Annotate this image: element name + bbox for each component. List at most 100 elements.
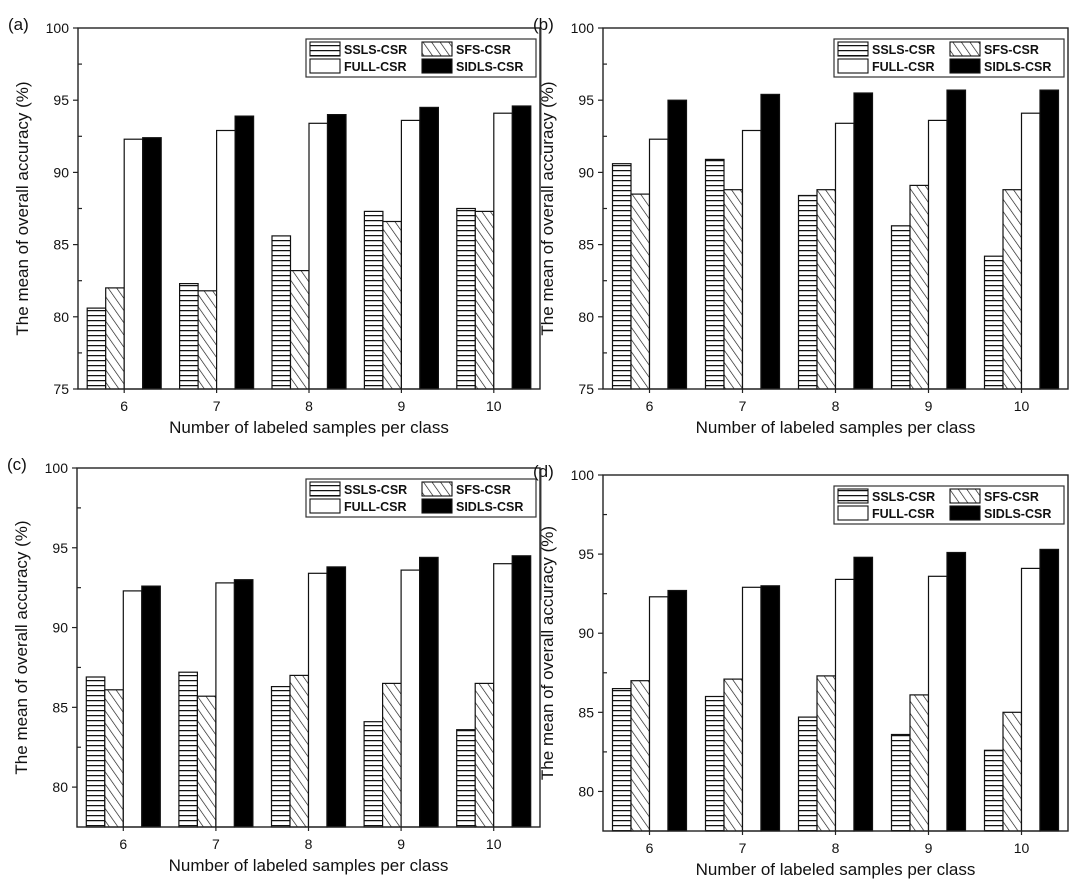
x-tick-label: 8 <box>832 398 840 414</box>
bar-sidls-csr-6 <box>141 585 161 828</box>
bar-ssls-csr-7 <box>704 695 725 832</box>
legend-label: SIDLS-CSR <box>984 507 1051 521</box>
legend-swatch-full-csr <box>837 58 869 74</box>
bar-sfs-csr-7 <box>723 678 744 832</box>
legend-swatch-ssls-csr <box>837 41 869 57</box>
x-tick-label: 6 <box>120 398 128 414</box>
bar-ssls-csr-6 <box>86 307 107 390</box>
bar-full-csr-7 <box>215 582 235 828</box>
legend-swatch-ssls-csr <box>309 481 341 497</box>
bar-sidls-csr-9 <box>419 106 439 390</box>
bar-ssls-csr-8 <box>797 716 818 832</box>
bar-full-csr-6 <box>648 596 669 832</box>
x-tick-label: 6 <box>119 836 127 852</box>
x-tick-label: 7 <box>739 398 747 414</box>
bar-full-csr-8 <box>307 572 328 828</box>
bar-sidls-csr-6 <box>667 99 688 390</box>
legend-swatch-sidls-csr <box>421 498 453 514</box>
bar-sfs-csr-10 <box>474 210 495 390</box>
x-tick-label: 10 <box>1014 398 1030 414</box>
x-axis-title: Number of labeled samples per class <box>696 860 976 879</box>
y-tick-label: 100 <box>571 20 595 36</box>
x-tick-label: 7 <box>739 840 747 856</box>
bar-sidls-csr-10 <box>511 105 532 390</box>
bar-full-csr-10 <box>493 112 513 390</box>
bar-full-csr-6 <box>648 138 669 390</box>
legend-label: SSLS-CSR <box>344 483 407 497</box>
y-tick-label: 85 <box>53 237 69 253</box>
bar-sidls-csr-10 <box>511 555 532 828</box>
chart-panel-d: 80 85 90 95 100 6 7 8 9 10 Number of labeled sampl… <box>533 462 1069 879</box>
y-tick-label: 100 <box>45 460 69 476</box>
legend-swatch-sidls-csr <box>949 505 981 521</box>
bar-ssls-csr-6 <box>611 163 632 390</box>
y-tick-label: 90 <box>578 164 594 180</box>
y-axis-title: The mean of overall accuracy (%) <box>538 81 557 335</box>
bar-full-csr-9 <box>927 119 948 390</box>
bar-sfs-csr-6 <box>630 680 651 832</box>
legend-label: SIDLS-CSR <box>984 60 1051 74</box>
bar-full-csr-9 <box>927 575 948 832</box>
legend: SSLS-CSR SFS-CSR FULL-CSR SIDLS-CSR <box>833 38 1065 78</box>
bar-ssls-csr-6 <box>85 676 106 828</box>
bar-sfs-csr-8 <box>816 675 837 832</box>
bar-ssls-csr-10 <box>456 729 476 828</box>
legend-swatch-sfs-csr <box>421 481 453 497</box>
legend-label: SFS-CSR <box>984 43 1039 57</box>
legend-swatch-ssls-csr <box>837 488 869 504</box>
x-tick-label: 8 <box>305 836 313 852</box>
bar-sfs-csr-9 <box>382 682 402 828</box>
y-axis-title: The mean of overall accuracy (%) <box>13 81 32 335</box>
y-tick-label: 95 <box>52 540 68 556</box>
bar-ssls-csr-7 <box>179 283 199 390</box>
x-tick-label: 8 <box>832 840 840 856</box>
bar-sidls-csr-7 <box>760 585 781 832</box>
bar-ssls-csr-10 <box>983 255 1004 390</box>
bar-sidls-csr-6 <box>667 589 688 832</box>
y-tick-label: 100 <box>46 20 70 36</box>
bar-ssls-csr-7 <box>704 158 725 390</box>
y-axis-title: The mean of overall accuracy (%) <box>12 520 31 774</box>
bar-sfs-csr-7 <box>197 290 218 390</box>
y-tick-label: 100 <box>571 467 595 483</box>
y-tick-label: 90 <box>578 625 594 641</box>
bar-sfs-csr-6 <box>104 689 124 828</box>
legend: SSLS-CSR SFS-CSR FULL-CSR SIDLS-CSR <box>305 478 537 518</box>
y-tick-label: 85 <box>52 699 68 715</box>
bar-full-csr-8 <box>834 578 855 832</box>
y-tick-label: 75 <box>53 381 69 397</box>
legend-label: SIDLS-CSR <box>456 60 523 74</box>
legend-label: SFS-CSR <box>456 483 511 497</box>
bar-sidls-csr-7 <box>233 579 254 828</box>
chart-panel-b: 75 80 85 90 95 100 6 7 8 9 10 Number of labeled sam… <box>533 15 1069 437</box>
bar-full-csr-10 <box>1020 112 1041 390</box>
y-tick-label: 80 <box>578 309 594 325</box>
bar-ssls-csr-8 <box>270 685 291 828</box>
y-tick-label: 90 <box>53 164 69 180</box>
y-axis-title: The mean of overall accuracy (%) <box>538 526 557 780</box>
legend-swatch-full-csr <box>309 498 341 514</box>
bar-full-csr-7 <box>741 586 762 832</box>
x-tick-label: 7 <box>212 836 220 852</box>
legend-swatch-sfs-csr <box>421 41 453 57</box>
bar-sfs-csr-9 <box>909 184 930 390</box>
bar-full-csr-7 <box>216 129 236 390</box>
bar-sidls-csr-10 <box>1039 548 1060 832</box>
y-tick-label: 95 <box>53 92 69 108</box>
legend-swatch-sidls-csr <box>949 58 981 74</box>
bar-ssls-csr-8 <box>271 235 292 390</box>
y-tick-label: 80 <box>52 779 68 795</box>
legend-label: SSLS-CSR <box>344 43 407 57</box>
y-tick-label: 85 <box>578 237 594 253</box>
panel-label: (c) <box>7 455 27 474</box>
bar-ssls-csr-9 <box>890 733 911 832</box>
x-tick-label: 8 <box>305 398 313 414</box>
bar-full-csr-7 <box>741 129 762 390</box>
panel-label: (d) <box>533 462 554 481</box>
legend-label: SSLS-CSR <box>872 490 935 504</box>
bar-sfs-csr-7 <box>196 695 217 828</box>
bar-full-csr-10 <box>493 563 513 828</box>
legend-swatch-ssls-csr <box>309 41 341 57</box>
bar-full-csr-9 <box>400 569 421 828</box>
